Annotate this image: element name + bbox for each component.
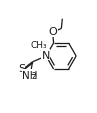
Text: NH: NH bbox=[22, 70, 38, 80]
Text: O: O bbox=[49, 27, 58, 37]
Text: S: S bbox=[18, 64, 25, 73]
Text: N: N bbox=[41, 50, 50, 60]
Text: 2: 2 bbox=[32, 72, 36, 81]
Text: CH₃: CH₃ bbox=[30, 41, 47, 50]
